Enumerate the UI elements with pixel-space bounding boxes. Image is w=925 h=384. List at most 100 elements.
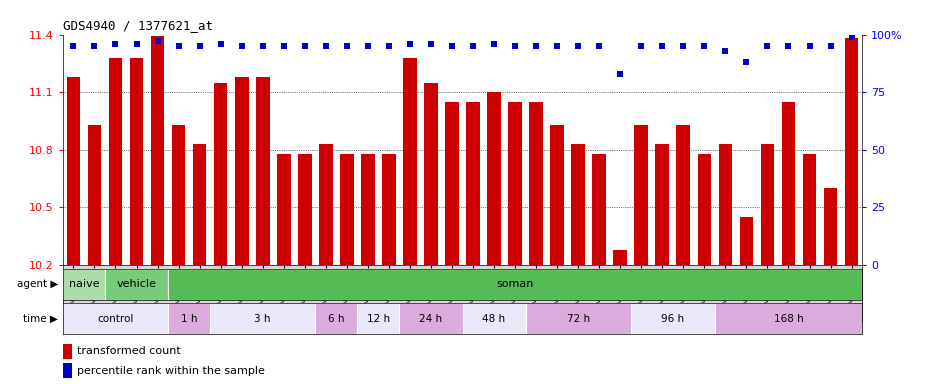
Point <box>718 48 733 54</box>
Point <box>361 43 376 49</box>
Bar <box>235 77 249 265</box>
Bar <box>466 102 480 265</box>
Text: transformed count: transformed count <box>78 346 181 356</box>
Bar <box>656 144 669 265</box>
Point <box>655 43 670 49</box>
Bar <box>697 154 711 265</box>
Point <box>613 71 628 77</box>
Point <box>739 59 754 65</box>
Text: GDS4940 / 1377621_at: GDS4940 / 1377621_at <box>63 19 213 32</box>
Text: vehicle: vehicle <box>117 279 156 289</box>
Bar <box>740 217 753 265</box>
Bar <box>400 303 462 334</box>
Bar <box>63 344 72 359</box>
Bar <box>130 58 143 265</box>
Bar <box>631 303 715 334</box>
Bar <box>803 154 817 265</box>
Point <box>339 43 354 49</box>
Point <box>255 43 270 49</box>
Point <box>592 43 607 49</box>
Bar <box>824 188 837 265</box>
Point <box>465 43 480 49</box>
Bar <box>361 154 375 265</box>
Bar <box>445 102 459 265</box>
Bar <box>192 144 206 265</box>
Point <box>318 43 333 49</box>
Bar <box>592 154 606 265</box>
Bar <box>256 77 269 265</box>
Point <box>381 43 396 49</box>
Bar <box>403 58 417 265</box>
Bar <box>845 38 858 265</box>
Bar <box>676 125 690 265</box>
Text: soman: soman <box>497 279 534 289</box>
Point <box>150 38 165 45</box>
Bar <box>782 102 796 265</box>
Bar <box>760 144 774 265</box>
Text: 72 h: 72 h <box>567 314 590 324</box>
Point <box>487 41 501 47</box>
Bar <box>210 303 315 334</box>
Text: control: control <box>97 314 134 324</box>
Bar <box>168 303 210 334</box>
Point <box>192 43 207 49</box>
Bar <box>88 125 101 265</box>
Bar <box>315 303 357 334</box>
Point <box>66 43 80 49</box>
Text: 24 h: 24 h <box>419 314 442 324</box>
Text: 96 h: 96 h <box>661 314 684 324</box>
Point <box>402 41 417 47</box>
Point <box>234 43 249 49</box>
Bar <box>508 102 522 265</box>
Point <box>214 41 228 47</box>
Text: 12 h: 12 h <box>367 314 390 324</box>
Bar <box>108 58 122 265</box>
Point <box>277 43 291 49</box>
Bar <box>357 303 400 334</box>
Point <box>760 43 775 49</box>
Point <box>676 43 691 49</box>
Point <box>130 41 144 47</box>
Point <box>171 43 186 49</box>
Bar <box>572 144 585 265</box>
Text: 168 h: 168 h <box>773 314 804 324</box>
Bar <box>487 92 500 265</box>
Bar <box>340 154 353 265</box>
Bar <box>550 125 564 265</box>
Bar <box>613 250 627 265</box>
Point <box>108 41 123 47</box>
Point <box>634 43 648 49</box>
Bar <box>63 363 72 378</box>
Text: naive: naive <box>68 279 99 289</box>
Bar <box>172 125 185 265</box>
Bar <box>168 269 862 300</box>
Bar <box>67 77 80 265</box>
Point <box>571 43 586 49</box>
Point <box>781 43 796 49</box>
Bar <box>63 303 168 334</box>
Text: 6 h: 6 h <box>328 314 344 324</box>
Bar <box>277 154 290 265</box>
Point <box>508 43 523 49</box>
Bar <box>462 303 525 334</box>
Point <box>424 41 438 47</box>
Bar <box>382 154 396 265</box>
Bar <box>105 269 168 300</box>
Bar <box>635 125 648 265</box>
Point <box>297 43 312 49</box>
Point <box>549 43 564 49</box>
Bar <box>715 303 862 334</box>
Bar <box>425 83 438 265</box>
Point <box>823 43 838 49</box>
Bar <box>63 269 105 300</box>
Point <box>802 43 817 49</box>
Bar <box>529 102 543 265</box>
Point <box>697 43 711 49</box>
Text: time ▶: time ▶ <box>23 314 58 324</box>
Bar <box>298 154 312 265</box>
Bar <box>319 144 333 265</box>
Bar <box>719 144 733 265</box>
Bar <box>214 83 228 265</box>
Point <box>845 34 859 40</box>
Point <box>87 43 102 49</box>
